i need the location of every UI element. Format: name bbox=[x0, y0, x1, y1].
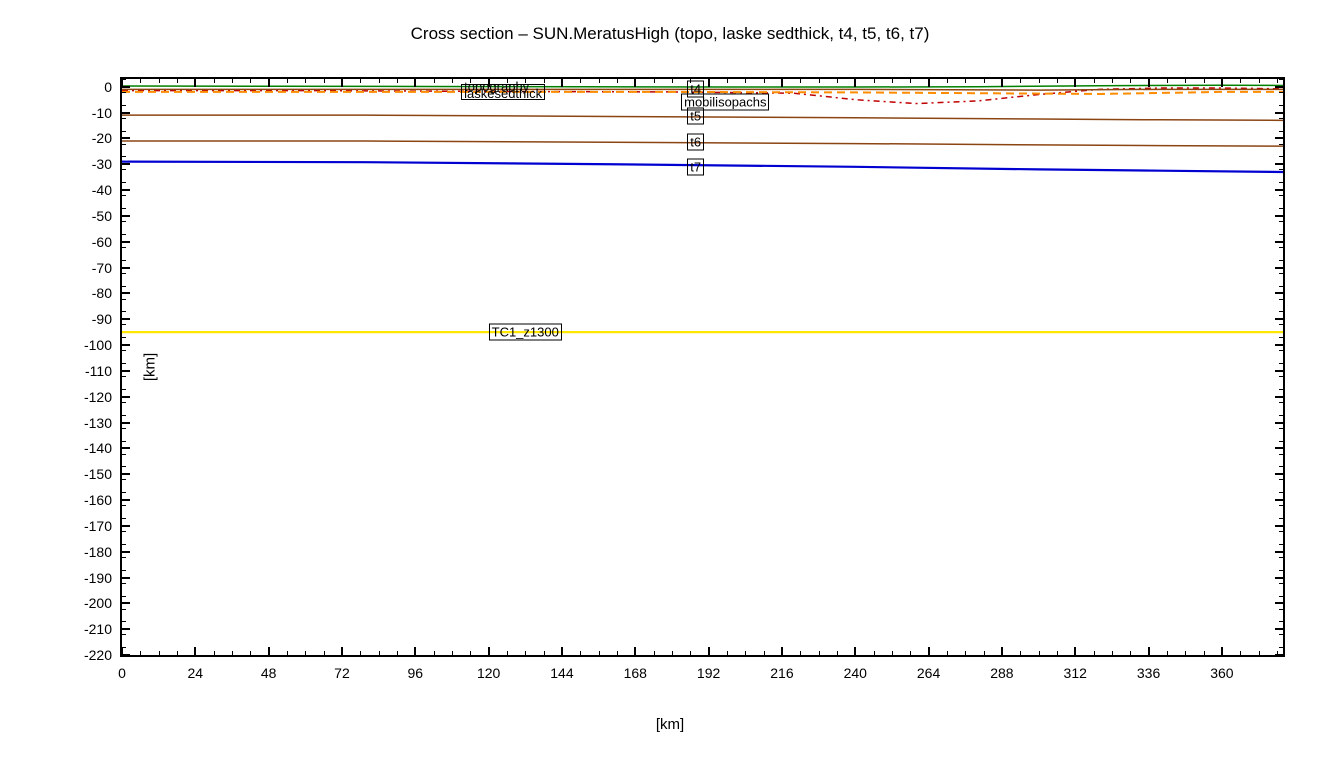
y-tick-label: -200 bbox=[84, 595, 112, 611]
x-tick-label: 240 bbox=[844, 665, 867, 681]
chart-title: Cross section – SUN.MeratusHigh (topo, l… bbox=[0, 24, 1340, 44]
series-label: t7 bbox=[687, 158, 704, 175]
y-tick-label: 0 bbox=[104, 79, 112, 95]
x-tick-label: 360 bbox=[1210, 665, 1233, 681]
y-tick-label: -180 bbox=[84, 544, 112, 560]
series-label: t6 bbox=[687, 134, 704, 151]
y-tick-label: -60 bbox=[92, 234, 112, 250]
series-label: TC1_z1300 bbox=[489, 324, 562, 341]
y-tick-label: -10 bbox=[92, 105, 112, 121]
y-tick-label: -30 bbox=[92, 156, 112, 172]
y-tick-label: -100 bbox=[84, 337, 112, 353]
x-tick-label: 0 bbox=[118, 665, 126, 681]
y-tick-label: -210 bbox=[84, 621, 112, 637]
x-tick-label: 144 bbox=[550, 665, 573, 681]
x-tick-label: 264 bbox=[917, 665, 940, 681]
y-tick-label: -70 bbox=[92, 260, 112, 276]
x-tick-label: 336 bbox=[1137, 665, 1160, 681]
x-tick-label: 48 bbox=[261, 665, 277, 681]
y-tick-label: -190 bbox=[84, 570, 112, 586]
x-tick-label: 216 bbox=[770, 665, 793, 681]
y-tick-label: -50 bbox=[92, 208, 112, 224]
y-tick-label: -170 bbox=[84, 518, 112, 534]
y-tick-label: -110 bbox=[85, 363, 112, 379]
x-tick-label: 120 bbox=[477, 665, 500, 681]
y-tick-label: -120 bbox=[84, 389, 112, 405]
x-tick-label: 168 bbox=[624, 665, 647, 681]
y-tick-label: -130 bbox=[84, 415, 112, 431]
y-tick-label: -140 bbox=[84, 440, 112, 456]
x-tick-label: 24 bbox=[188, 665, 204, 681]
y-tick-label: -90 bbox=[92, 311, 112, 327]
x-tick-label: 96 bbox=[408, 665, 424, 681]
cross-section-chart: Cross section – SUN.MeratusHigh (topo, l… bbox=[0, 0, 1340, 757]
plot-area: [km] 0-10-20-30-40-50-60-70-80-90-100-11… bbox=[120, 77, 1285, 657]
x-axis-label: [km] bbox=[0, 716, 1340, 733]
y-tick-label: -80 bbox=[92, 285, 112, 301]
x-tick-label: 192 bbox=[697, 665, 720, 681]
x-tick-label: 312 bbox=[1064, 665, 1087, 681]
y-tick-label: -160 bbox=[84, 492, 112, 508]
y-tick-label: -150 bbox=[84, 466, 112, 482]
series-label: t5 bbox=[687, 108, 704, 125]
y-tick-label: -20 bbox=[92, 130, 112, 146]
y-tick-label: -220 bbox=[84, 647, 112, 663]
x-tick-label: 72 bbox=[334, 665, 350, 681]
x-tick-label: 288 bbox=[990, 665, 1013, 681]
series-label: topographylaskesedthick bbox=[461, 84, 545, 100]
y-tick-label: -40 bbox=[92, 182, 112, 198]
